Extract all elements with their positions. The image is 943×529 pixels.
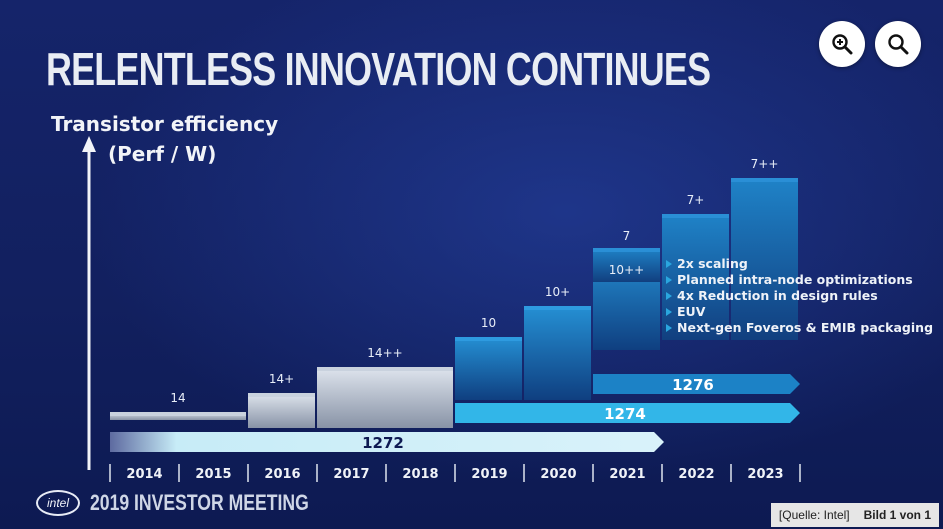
x-tick-label-2014: 2014 [126,467,162,482]
bar-label-14pp: 14++ [367,346,402,360]
bar-cap-14pp [317,367,453,371]
x-tick-label-2022: 2022 [678,467,714,482]
process-label-1272: 1272 [362,434,404,452]
bar-cap-10 [455,337,522,341]
process-label-1274: 1274 [604,405,646,423]
bar-label-7: 7 [623,229,631,243]
bar-node-7p [662,214,729,340]
x-tick-label-2023: 2023 [747,467,783,482]
annotation-text: EUV [677,304,706,319]
bar-node-10 [455,337,522,400]
annotation-text: Next-gen Foveros & EMIB packaging [677,320,933,335]
x-tick-label-2020: 2020 [540,467,576,482]
caption-count: Bild 1 von 1 [863,508,931,522]
bar-label-7pp: 7++ [751,157,779,171]
bar-label-10pp: 10++ [609,263,644,277]
bar-node-14p [248,393,315,428]
bar-node-7 [593,248,660,282]
process-arrow-1276 [593,374,800,394]
bar-node-10p [524,306,591,400]
bar-cap-10p [524,306,591,310]
bar-label-10: 10 [481,316,496,330]
annotation-text: Planned intra-node optimizations [677,272,913,287]
bar-cap-14p [248,393,315,397]
x-tick-label-2015: 2015 [195,467,231,482]
process-label-1276: 1276 [672,376,714,394]
x-tick-label-2019: 2019 [471,467,507,482]
process-arrow-1272 [110,432,664,452]
intel-logo: intel [36,490,80,516]
zoom-in-button[interactable] [819,21,865,67]
slide-title: RELENTLESS INNOVATION CONTINUES [46,43,711,95]
search-button[interactable] [875,21,921,67]
annotation-bullet [666,260,672,268]
annotation-text: 2x scaling [677,256,748,271]
bar-node-14pp [317,367,453,428]
zoom-in-icon [832,34,853,55]
annotation-bullet [666,308,672,316]
annotation-text: 4x Reduction in design rules [677,288,878,303]
bar-label-7p: 7+ [687,193,705,207]
footer-brand: intel 2019 INVESTOR MEETING [36,490,363,516]
x-tick-label-2016: 2016 [264,467,300,482]
annotation-bullet [666,276,672,284]
bar-label-10p: 10+ [545,285,570,299]
y-axis-label-line1: Transistor efficiency [51,112,279,136]
bar-label-14p: 14+ [269,372,294,386]
process-arrow-1274 [455,403,800,423]
search-icon [888,34,909,55]
annotation-bullet [666,292,672,300]
event-name: 2019 INVESTOR MEETING [90,490,309,515]
x-tick-label-2018: 2018 [402,467,438,482]
x-tick-label-2017: 2017 [333,467,369,482]
image-caption: [Quelle: Intel] Bild 1 von 1 [770,503,939,527]
caption-source: [Quelle: Intel] [778,508,850,522]
bar-label-14: 14 [170,391,185,405]
y-axis-label-line2: (Perf / W) [108,142,217,166]
bar-cap-7p [662,214,729,218]
bar-node-7pp [731,178,798,340]
bar-cap-7 [593,248,660,252]
bar-cap-14 [110,412,246,416]
x-tick-label-2021: 2021 [609,467,645,482]
bar-cap-7pp [731,178,798,182]
y-axis-arrow [82,136,96,470]
annotation-bullet [666,324,672,332]
